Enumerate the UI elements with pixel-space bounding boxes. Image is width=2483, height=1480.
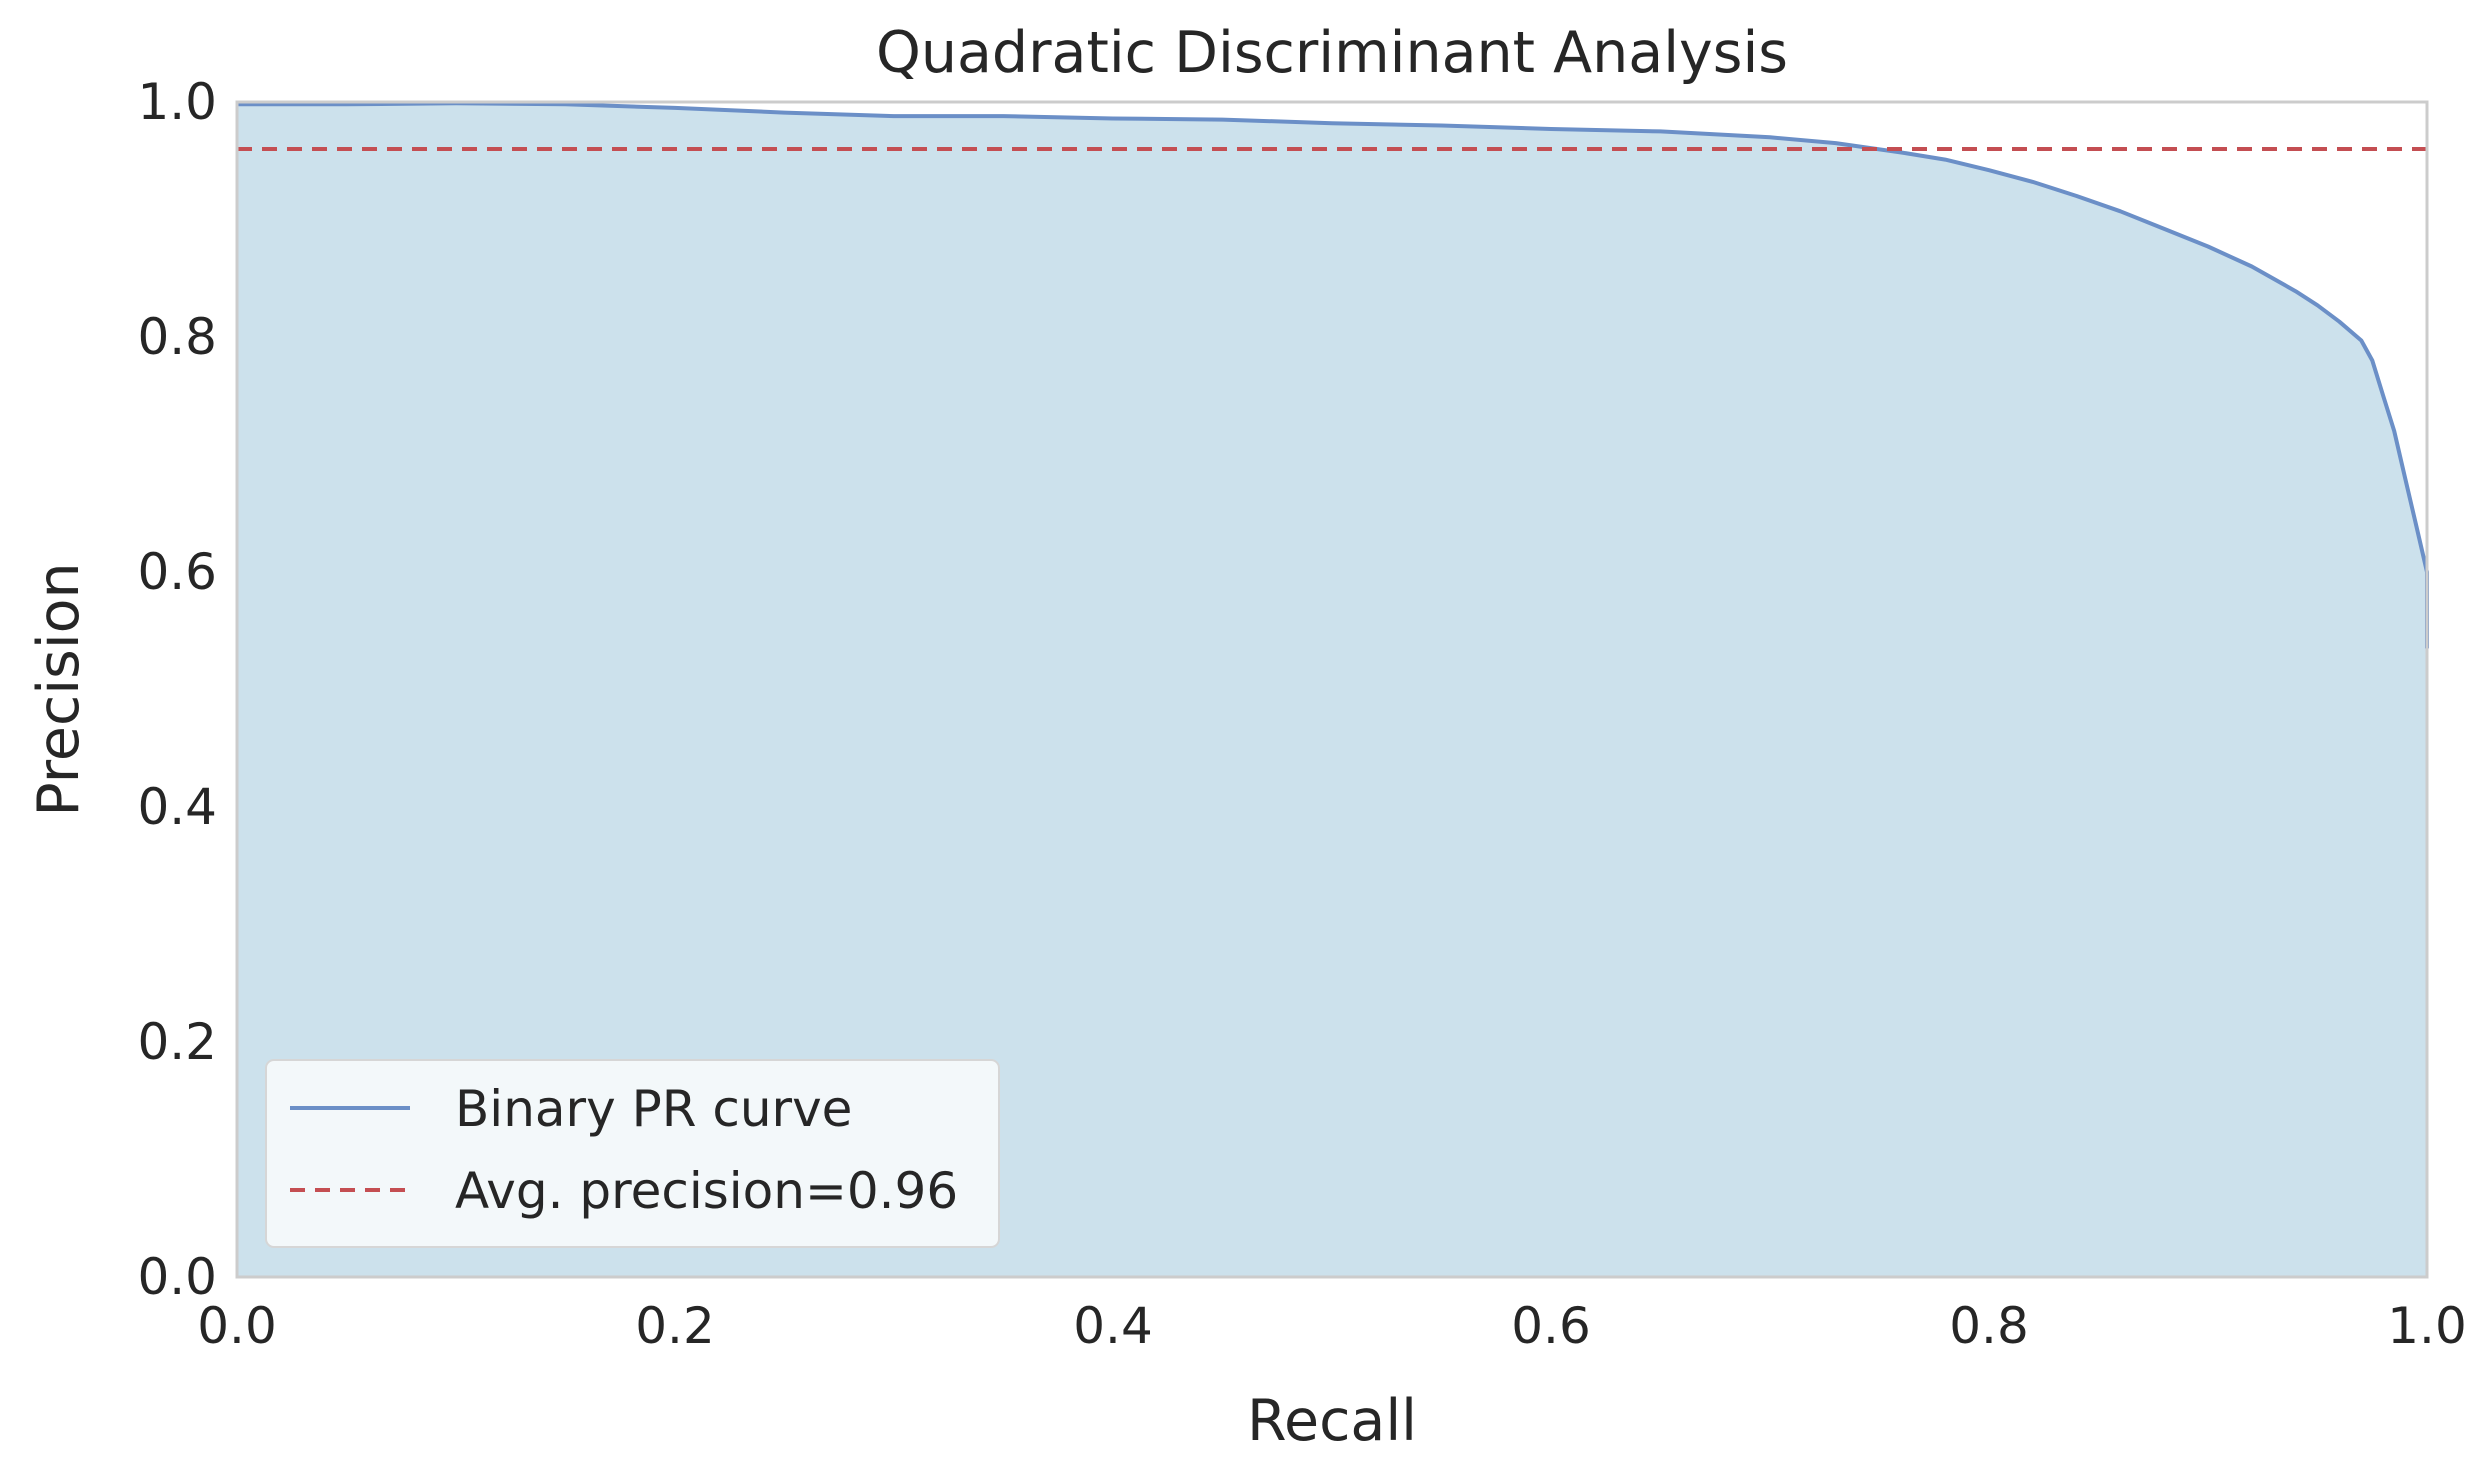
chart-title: Quadratic Discriminant Analysis: [876, 20, 1788, 86]
legend-label-pr-curve: Binary PR curve: [455, 1080, 852, 1138]
line-layer: [237, 101, 2429, 649]
pr-curve-area-fill: [237, 103, 2427, 1278]
y-tick-label: 0.0: [137, 1248, 217, 1306]
legend-label-avg-precision: Avg. precision=0.96: [455, 1162, 958, 1220]
y-tick-label: 0.8: [137, 308, 217, 366]
y-axis-label: Precision: [26, 562, 92, 816]
y-tick-label: 1.0: [137, 73, 217, 131]
y-tick-label: 0.4: [137, 778, 217, 836]
y-tick-label: 0.2: [137, 1013, 217, 1071]
x-tick-label: 0.6: [1511, 1297, 1591, 1355]
x-tick-label: 0.2: [635, 1297, 715, 1355]
x-tick-label: 0.8: [1949, 1297, 2029, 1355]
y-axis-ticks: 0.0 0.2 0.4 0.6 0.8 1.0: [137, 73, 217, 1306]
x-axis-ticks: 0.0 0.2 0.4 0.6 0.8 1.0: [197, 1297, 2467, 1355]
x-tick-label: 1.0: [2387, 1297, 2467, 1355]
x-axis-label: Recall: [1247, 1388, 1417, 1454]
y-tick-label: 0.6: [137, 543, 217, 601]
x-tick-label: 0.0: [197, 1297, 277, 1355]
legend: Binary PR curve Avg. precision=0.96: [265, 1059, 1000, 1248]
x-tick-label: 0.4: [1073, 1297, 1153, 1355]
pr-curve-line: [237, 101, 2429, 649]
area-layer: [237, 103, 2427, 1278]
legend-box: [265, 1059, 1000, 1248]
plot-frame: [235, 100, 2429, 1279]
